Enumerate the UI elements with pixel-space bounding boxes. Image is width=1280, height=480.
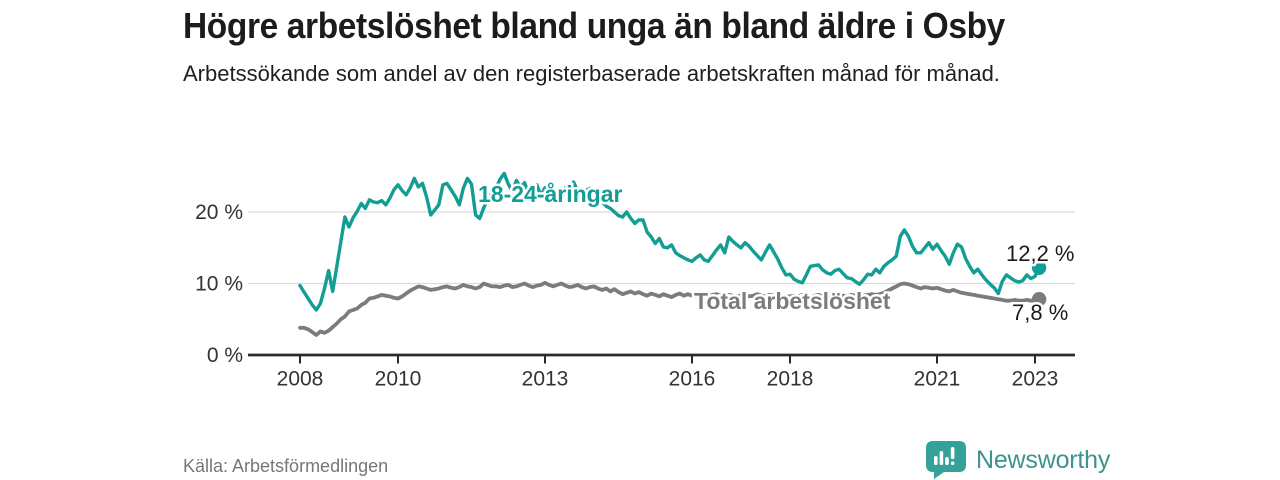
svg-text:2023: 2023 bbox=[1012, 368, 1059, 391]
svg-text:20 %: 20 % bbox=[195, 201, 243, 224]
svg-text:2010: 2010 bbox=[375, 368, 422, 391]
svg-text:0 %: 0 % bbox=[207, 344, 243, 367]
y-axis-labels: 0 % 10 % 20 % bbox=[195, 201, 243, 367]
svg-text:2016: 2016 bbox=[669, 368, 716, 391]
series-line-0 bbox=[298, 171, 1041, 312]
chart-subtitle: Arbetssökande som andel av den registerb… bbox=[183, 61, 1000, 86]
newsworthy-bubble-chart-icon bbox=[926, 441, 966, 479]
newsworthy-wordmark: Newsworthy bbox=[976, 445, 1111, 474]
series-line-1 bbox=[298, 280, 1041, 337]
series-annotations: 18-24-åringar Total arbetslöshet 12,2 % … bbox=[476, 179, 1078, 328]
end-value-label-young: 12,2 % bbox=[1006, 241, 1075, 266]
gridlines bbox=[248, 211, 1075, 285]
svg-text:2008: 2008 bbox=[277, 368, 324, 391]
svg-text:2018: 2018 bbox=[767, 368, 814, 391]
svg-text:10 %: 10 % bbox=[195, 273, 243, 296]
svg-text:2013: 2013 bbox=[522, 368, 569, 391]
series-end-dot-0 bbox=[1031, 260, 1047, 275]
svg-text:2021: 2021 bbox=[914, 368, 961, 391]
series-label-young: 18-24-åringar bbox=[478, 181, 623, 207]
series-lines bbox=[298, 171, 1047, 337]
source-note: Källa: Arbetsförmedlingen bbox=[183, 456, 389, 476]
series-end-dot-1 bbox=[1031, 292, 1047, 307]
newsworthy-logo[interactable]: Newsworthy bbox=[926, 441, 1110, 479]
series-label-total: Total arbetslöshet bbox=[694, 288, 891, 314]
page-title: Högre arbetslöshet bland unga än bland ä… bbox=[183, 5, 1005, 46]
x-axis: 2008 2010 2013 2016 2018 2021 2023 bbox=[248, 353, 1075, 391]
end-value-label-total: 7,8 % bbox=[1012, 300, 1068, 325]
